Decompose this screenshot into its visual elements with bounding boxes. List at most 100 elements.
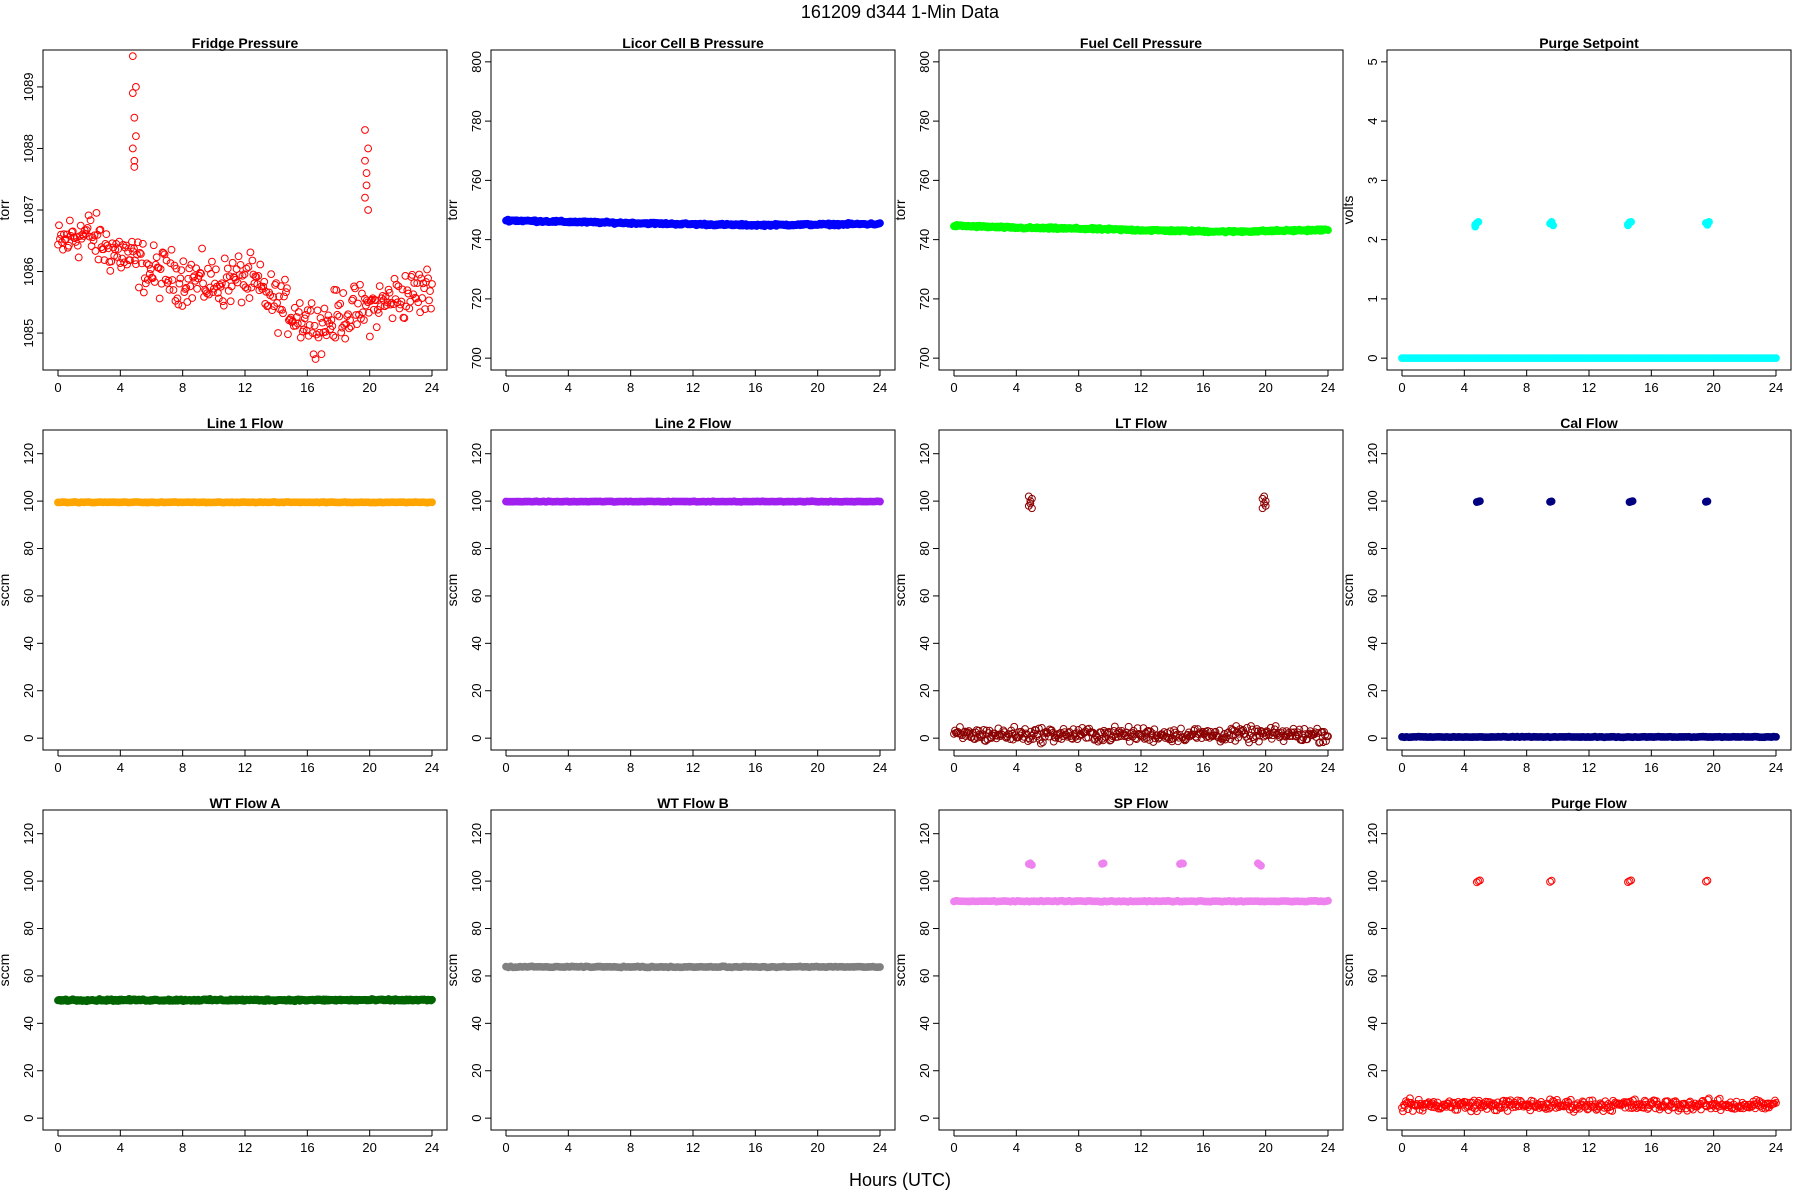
x-tick-label: 8: [1523, 760, 1530, 775]
data-point: [228, 258, 237, 267]
data-point: [406, 297, 415, 306]
y-tick-label: 20: [21, 1064, 36, 1078]
plot-frame: [42, 49, 448, 371]
data-point: [301, 311, 310, 319]
data-point: [219, 301, 228, 310]
data-point: [190, 272, 199, 281]
y-tick-label: 1088: [21, 134, 36, 163]
data-point: [208, 257, 216, 266]
x-tick-label: 16: [300, 380, 314, 395]
data-point: [358, 289, 366, 298]
data-point: [337, 328, 346, 337]
data-point: [198, 244, 206, 253]
data-point: [1279, 737, 1288, 746]
x-tick-label: 24: [425, 380, 439, 395]
data-point: [404, 289, 413, 298]
x-tick-label: 24: [1769, 1140, 1783, 1155]
data-point: [57, 230, 65, 239]
data-point: [354, 299, 362, 308]
x-tick-label: 12: [1134, 380, 1148, 395]
data-point: [316, 314, 325, 322]
data-point: [1026, 497, 1035, 506]
y-tick-label: 120: [469, 443, 484, 465]
data-point: [139, 288, 148, 297]
x-tick-label: 12: [238, 380, 252, 395]
y-tick-label: 1087: [21, 196, 36, 225]
data-point: [388, 314, 397, 323]
data-point: [314, 333, 323, 342]
y-axis-label: torr: [444, 199, 460, 220]
data-point: [1772, 354, 1780, 363]
data-point: [1054, 734, 1063, 743]
data-point: [240, 270, 249, 279]
data-point: [428, 995, 436, 1004]
plot-title: Purge Setpoint: [1539, 35, 1639, 51]
x-tick-label: 0: [54, 1140, 61, 1155]
data-point: [168, 276, 177, 284]
data-point: [385, 288, 394, 297]
data-point: [993, 731, 1002, 740]
data-point: [62, 230, 71, 239]
x-tick-label: 16: [748, 760, 762, 775]
x-tick-label: 16: [1644, 380, 1658, 395]
x-tick-label: 16: [1196, 1140, 1210, 1155]
y-axis-label: sccm: [444, 954, 460, 987]
data-point: [361, 126, 369, 134]
data-point: [341, 334, 350, 343]
data-point: [196, 268, 205, 277]
data-point: [1063, 732, 1072, 741]
x-tick-label: 8: [627, 380, 634, 395]
data-point: [360, 316, 368, 324]
x-tick-label: 20: [362, 760, 376, 775]
data-point: [106, 266, 115, 275]
data-point: [1177, 724, 1185, 733]
data-point: [349, 294, 357, 303]
data-point: [362, 181, 371, 190]
data-point: [216, 282, 225, 291]
plot-title: LT Flow: [1115, 415, 1167, 431]
data-point: [108, 239, 117, 248]
data-point: [89, 236, 98, 245]
data-point: [1255, 737, 1263, 746]
x-tick-label: 0: [950, 380, 957, 395]
data-point: [278, 305, 286, 314]
data-point: [982, 726, 991, 735]
data-point: [395, 304, 404, 313]
data-point: [1260, 492, 1269, 501]
x-tick-label: 8: [179, 760, 186, 775]
x-tick-label: 0: [1398, 380, 1405, 395]
data-point: [1295, 725, 1304, 734]
y-tick-label: 1085: [21, 319, 36, 348]
data-point: [234, 252, 243, 261]
data-point: [162, 256, 171, 265]
data-point: [398, 285, 407, 294]
data-point: [1094, 737, 1102, 746]
y-tick-label: 800: [469, 51, 484, 73]
data-point: [172, 264, 181, 273]
data-point: [372, 323, 381, 332]
data-point: [365, 332, 374, 341]
data-point: [207, 269, 215, 278]
data-point: [421, 305, 429, 313]
x-tick-label: 0: [54, 760, 61, 775]
plot-panel: WT Flow A sccm 0 4 8 12 16 20 24 0 20 40 60 80 100 120: [0, 795, 448, 1155]
y-tick-label: 760: [469, 170, 484, 192]
data-point: [282, 288, 290, 297]
data-point: [283, 284, 291, 293]
data-point: [73, 241, 82, 250]
y-axis-label: torr: [892, 199, 908, 220]
data-point: [1324, 226, 1332, 235]
data-point: [128, 144, 137, 153]
data-point: [367, 295, 376, 304]
data-point: [130, 156, 139, 165]
data-point: [1705, 217, 1713, 226]
x-tick-label: 16: [300, 760, 314, 775]
y-tick-label: 40: [21, 1016, 36, 1030]
data-point: [173, 294, 182, 303]
x-tick-label: 24: [425, 1140, 439, 1155]
data-point: [113, 253, 122, 261]
data-point: [176, 274, 185, 283]
x-axis-title: Hours (UTC): [849, 1170, 951, 1190]
data-point: [876, 497, 884, 506]
x-tick-label: 20: [810, 1140, 824, 1155]
